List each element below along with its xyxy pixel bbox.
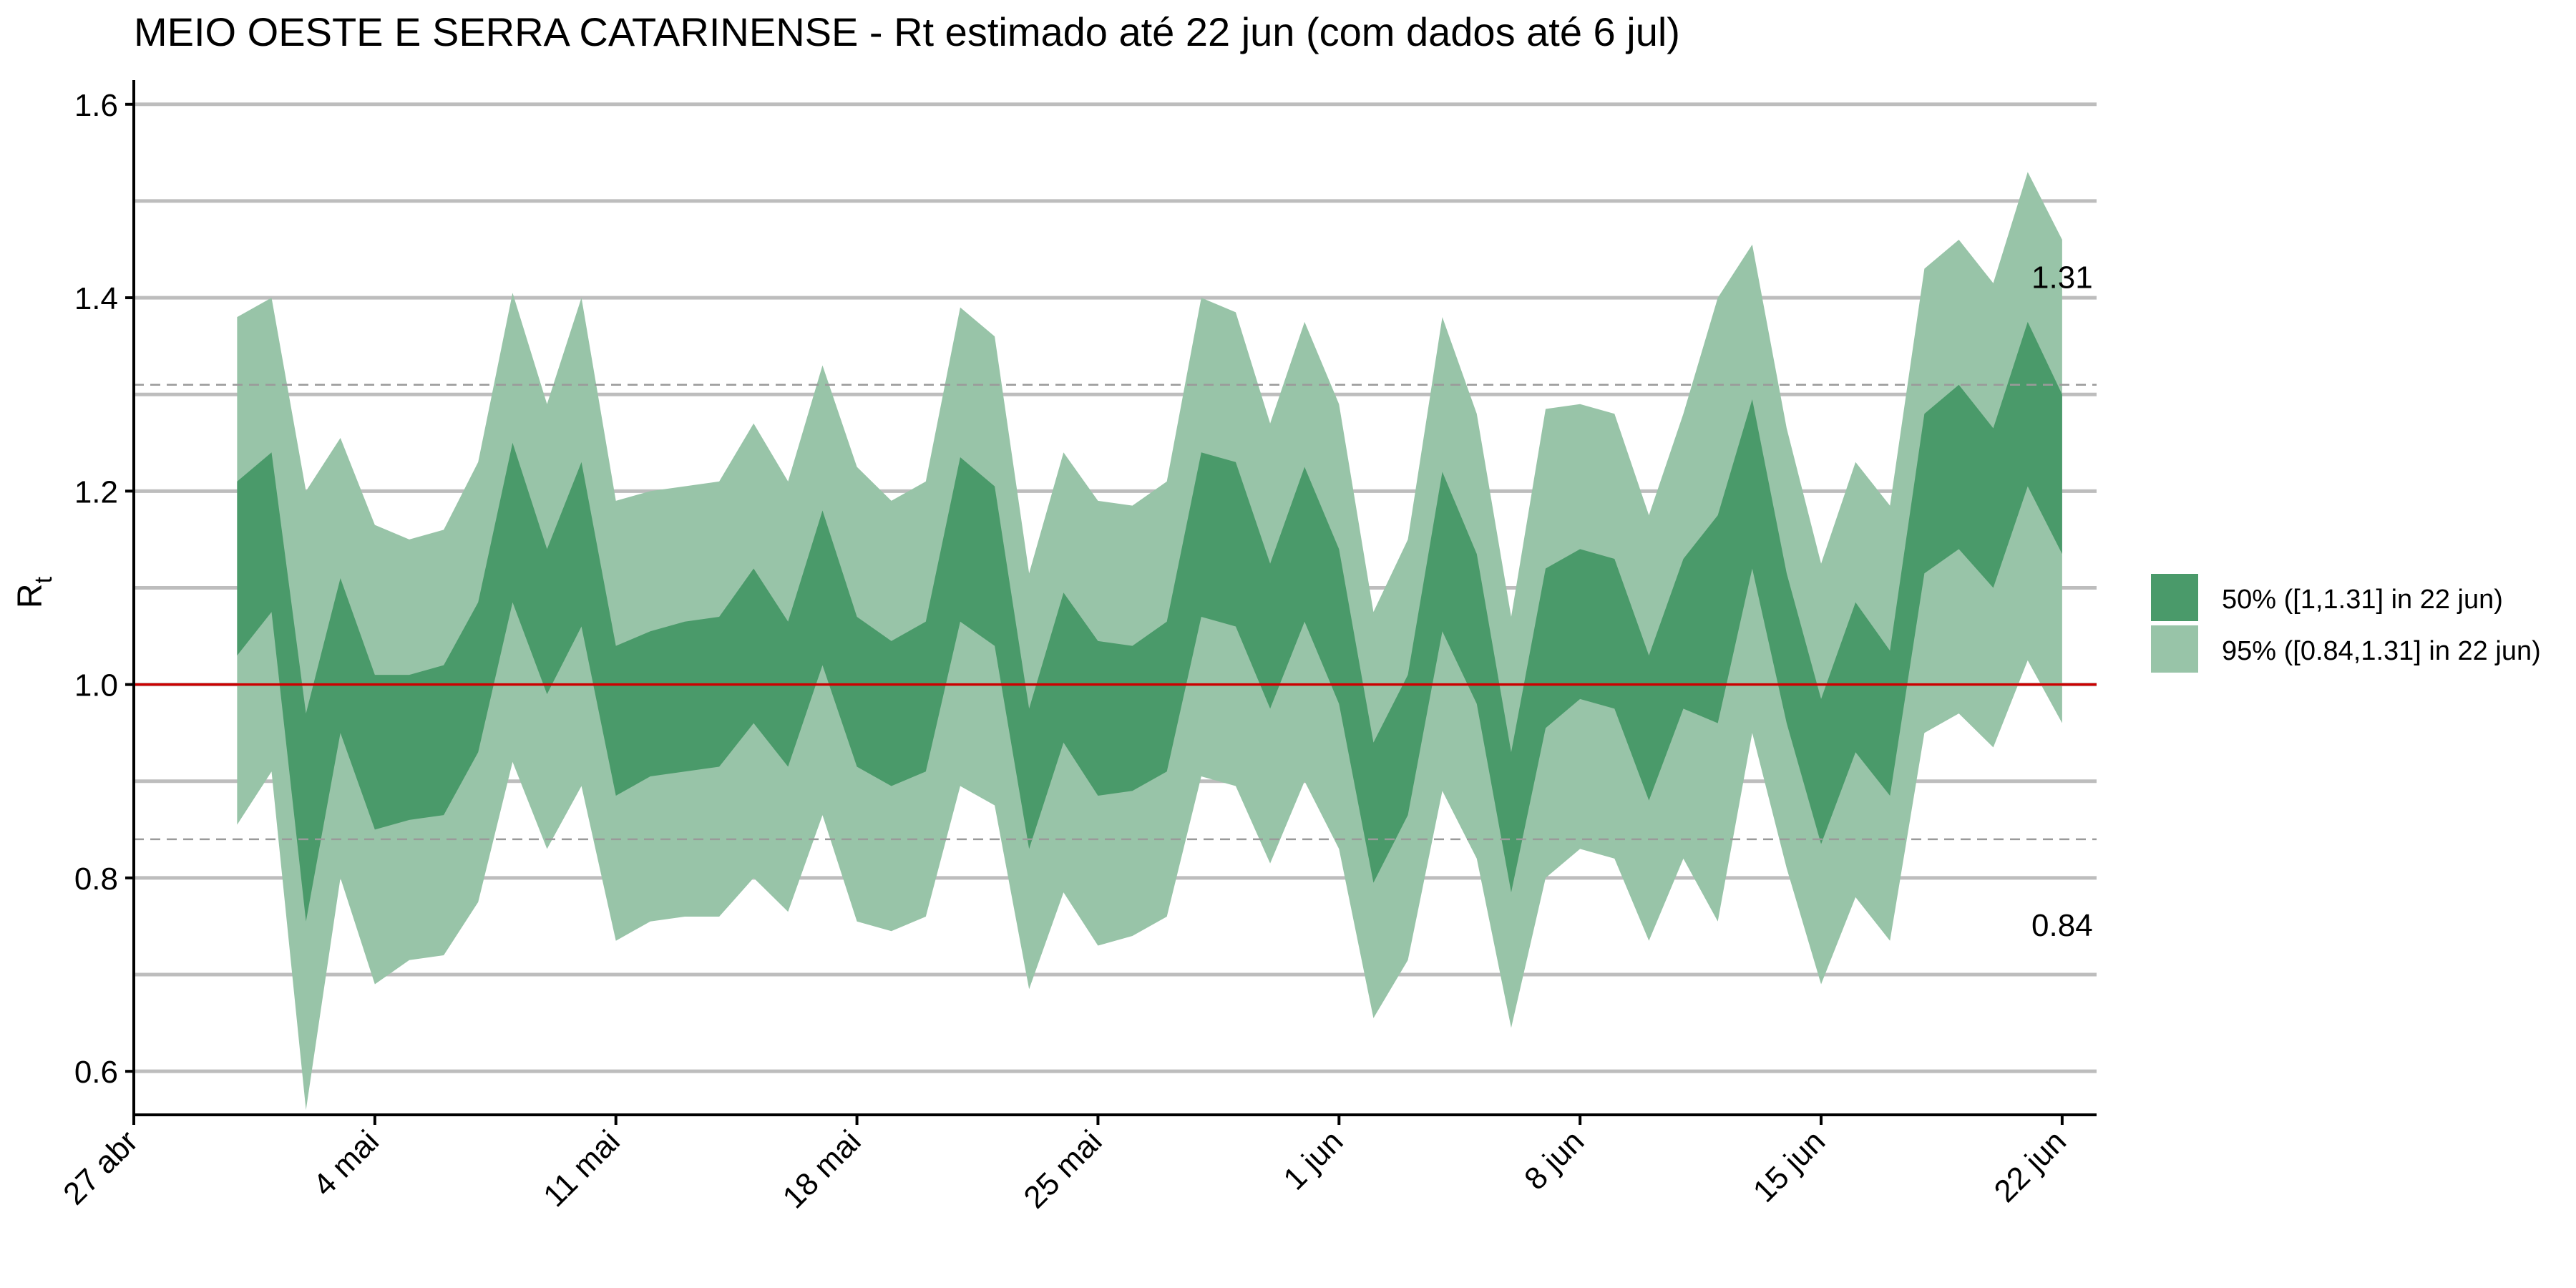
legend: 50% ([1,1.31] in 22 jun) 95% ([0.84,1.31]…	[2151, 574, 2541, 673]
axes	[132, 80, 2097, 1116]
x-tick-label: 1 jun	[1277, 1123, 1350, 1196]
y-axis-ticks: 0.6 0.8 1.0 1.2 1.4 1.6	[74, 88, 134, 1090]
legend-swatch	[2151, 625, 2198, 673]
y-axis-label: Rt	[11, 576, 57, 608]
x-tick-label: 27 abr	[57, 1123, 145, 1211]
y-tick-label: 1.4	[74, 281, 118, 316]
y-tick-label: 1.6	[74, 88, 118, 123]
x-tick-label: 11 mai	[537, 1123, 627, 1214]
x-tick-label: 15 jun	[1747, 1123, 1832, 1209]
reference-lines	[134, 384, 2097, 841]
annotations: 1.31 0.84	[2031, 260, 2093, 943]
legend-swatch	[2151, 574, 2198, 621]
x-tick-label: 4 mai	[306, 1123, 386, 1203]
band-50	[237, 321, 2062, 922]
x-tick-label: 22 jun	[1988, 1123, 2073, 1209]
y-tick-label: 0.8	[74, 862, 118, 897]
x-tick-label: 8 jun	[1518, 1123, 1591, 1196]
x-tick-label: 25 mai	[1017, 1123, 1108, 1215]
annotation-label: 0.84	[2031, 908, 2093, 943]
annotation-label: 1.31	[2031, 260, 2093, 296]
legend-label: 95% ([0.84,1.31] in 22 jun)	[2222, 636, 2541, 666]
x-tick-label: 18 mai	[776, 1123, 868, 1215]
y-tick-label: 1.2	[74, 474, 118, 509]
band-50-area	[237, 321, 2062, 922]
svg-text:Rt: Rt	[11, 576, 57, 608]
y-tick-label: 1.0	[74, 668, 118, 703]
y-tick-label: 0.6	[74, 1055, 118, 1090]
legend-label: 50% ([1,1.31] in 22 jun)	[2222, 585, 2503, 615]
x-axis-ticks: 27 abr 4 mai 11 mai 18 mai 25 mai 1 jun 8 jun 1…	[57, 1115, 2073, 1215]
chart-title: MEIO OESTE E SERRA CATARINENSE - Rt esti…	[134, 9, 1680, 54]
